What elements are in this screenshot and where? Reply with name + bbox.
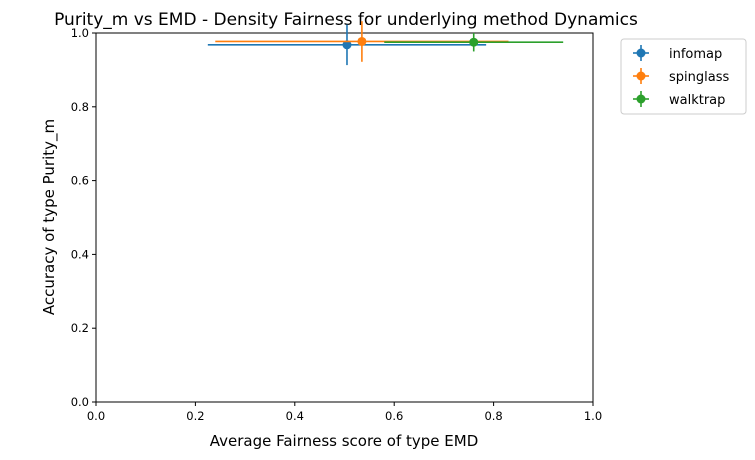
y-tick-label: 0.0 [71,395,89,409]
x-tick-label: 0.6 [385,409,403,423]
series-walktrap [384,33,563,51]
legend-marker [637,72,646,81]
x-axis: 0.0 0.2 0.4 0.6 0.8 1.0 [87,402,602,423]
y-tick-label: 0.4 [71,247,89,261]
y-tick-label: 0.2 [71,321,89,335]
x-tick-label: 0.4 [286,409,304,423]
legend-label: infomap [669,47,722,62]
legend-marker [637,95,646,104]
y-tick-label: 0.8 [71,100,89,114]
x-tick-label: 1.0 [584,409,602,423]
data-point [469,38,478,47]
legend-label: walktrap [669,93,725,108]
plot-area [96,33,593,402]
y-tick-label: 1.0 [71,26,89,40]
y-axis: 0.0 0.2 0.4 0.6 0.8 1.0 [71,26,96,409]
data-point [357,37,366,46]
y-axis-label: Accuracy of type Purity_m [40,119,59,315]
plot-frame [96,33,593,402]
chart-title: Purity_m vs EMD - Density Fairness for u… [54,10,638,30]
series-infomap [208,25,486,66]
x-tick-label: 0.8 [484,409,502,423]
y-tick-label: 0.6 [71,174,89,188]
legend: infomap spinglass walktrap [621,39,746,114]
legend-label: spinglass [669,70,729,85]
x-axis-label: Average Fairness score of type EMD [210,432,479,450]
x-tick-label: 0.2 [186,409,204,423]
legend-marker [637,49,646,58]
x-tick-label: 0.0 [87,409,105,423]
